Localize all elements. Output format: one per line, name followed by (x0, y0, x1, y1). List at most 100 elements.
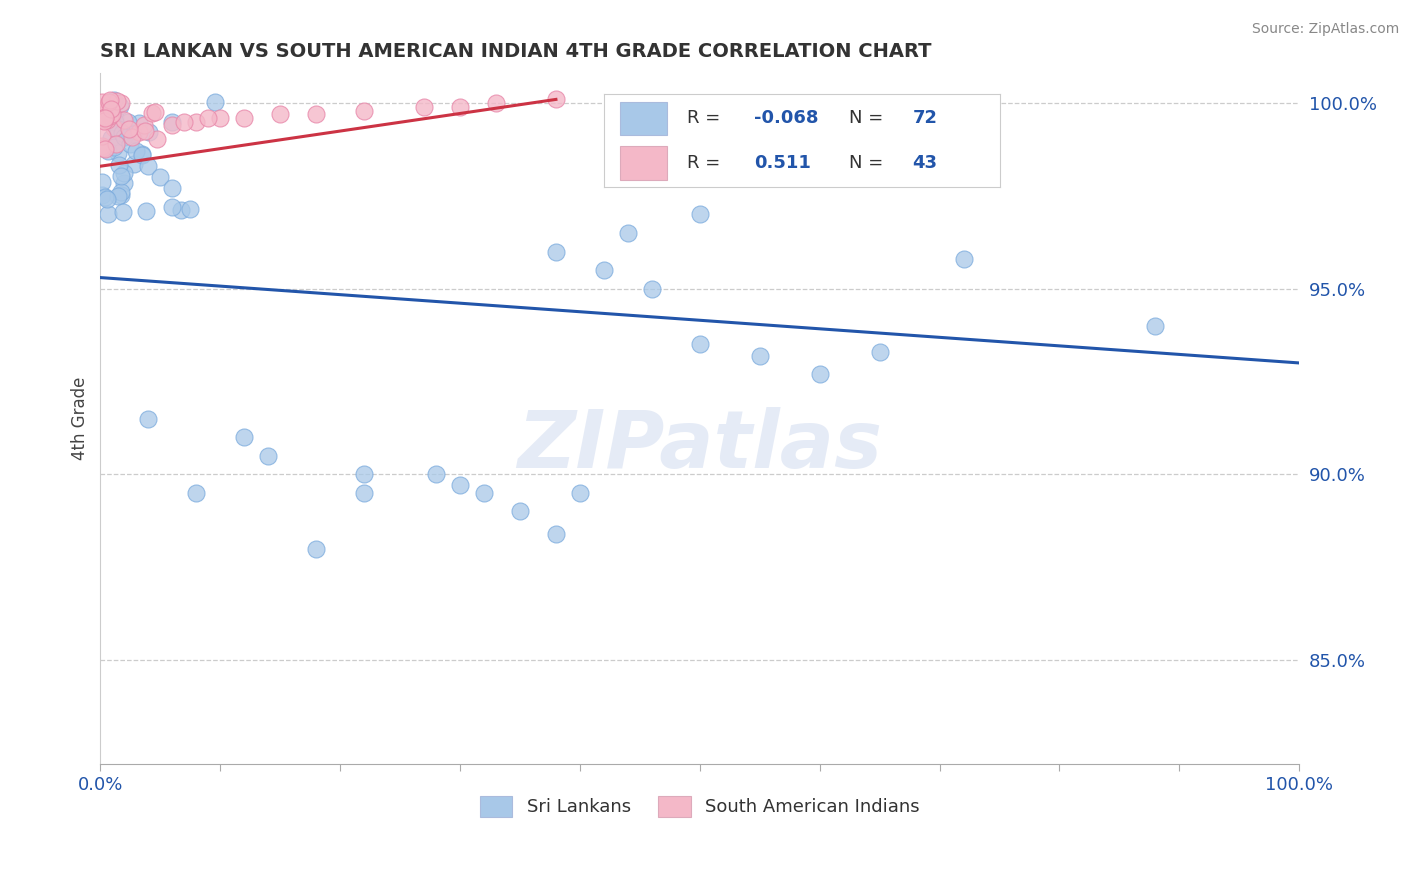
Point (141, 105, 163, 120)
Point (96, 145, 118, 159)
Point (91, 106, 114, 120)
Point (149, 170, 172, 185)
Point (110, 96, 132, 111)
Point (162, 181, 184, 195)
Point (449, 100, 471, 114)
Point (179, 202, 201, 217)
Legend: Sri Lankans, South American Indians: Sri Lankans, South American Indians (472, 789, 927, 824)
Point (111, 126, 134, 140)
Text: Source: ZipAtlas.com: Source: ZipAtlas.com (1251, 22, 1399, 37)
Point (233, 430, 256, 444)
Point (108, 158, 131, 172)
Point (103, 93, 125, 107)
Point (90, 138, 112, 153)
Point (125, 145, 148, 159)
Point (748, 349, 770, 363)
Point (689, 337, 711, 351)
Point (96, 105, 118, 120)
Point (101, 111, 124, 125)
Point (472, 486, 495, 500)
Point (107, 122, 129, 136)
Point (305, 107, 328, 121)
Point (124, 156, 146, 170)
Point (91, 188, 114, 202)
Point (131, 148, 153, 162)
Point (104, 114, 127, 128)
Point (98, 107, 121, 121)
Point (353, 467, 375, 482)
Point (544, 244, 567, 259)
Point (617, 226, 640, 240)
Point (122, 128, 145, 142)
Point (118, 122, 141, 136)
Point (117, 114, 139, 128)
Point (449, 478, 471, 492)
Point (138, 125, 160, 139)
Point (233, 111, 256, 125)
Point (112, 129, 135, 144)
Point (134, 124, 156, 138)
Point (162, 119, 184, 133)
Point (112, 176, 135, 190)
Point (269, 107, 291, 121)
Point (101, 107, 124, 121)
Point (100, 131, 122, 145)
Point (135, 203, 157, 218)
Point (110, 188, 132, 202)
Point (112, 166, 135, 180)
Point (105, 136, 128, 151)
Point (353, 103, 375, 118)
Point (90, 111, 112, 125)
Point (544, 92, 567, 106)
Point (808, 367, 831, 381)
Point (143, 104, 166, 119)
Point (98, 93, 121, 107)
Point (1144, 318, 1167, 333)
Point (641, 282, 664, 296)
Point (94, 142, 117, 156)
Point (103, 120, 125, 135)
Point (104, 110, 127, 124)
Point (120, 136, 142, 151)
Point (197, 111, 219, 125)
Point (592, 263, 614, 277)
Point (485, 96, 508, 111)
Point (90, 175, 112, 189)
Point (93, 113, 115, 128)
Point (544, 526, 567, 541)
Point (96, 113, 118, 128)
Point (103, 139, 125, 153)
Point (96, 192, 118, 206)
Point (204, 95, 226, 110)
Point (162, 114, 184, 128)
Point (94, 112, 117, 126)
Point (353, 486, 375, 500)
Point (132, 118, 155, 132)
Point (105, 94, 128, 108)
Point (96, 101, 118, 115)
Point (136, 159, 159, 173)
Point (952, 252, 974, 266)
Point (160, 200, 183, 214)
Point (108, 99, 131, 113)
Point (509, 504, 531, 518)
Y-axis label: 4th Grade: 4th Grade (72, 377, 89, 460)
Point (110, 185, 132, 199)
Point (110, 169, 132, 184)
Point (136, 411, 159, 425)
Point (186, 486, 208, 500)
Point (90, 95, 112, 110)
Point (97, 206, 120, 220)
Point (98, 110, 121, 124)
Point (93, 190, 115, 204)
Point (111, 204, 134, 219)
Point (689, 207, 711, 221)
Point (305, 541, 328, 556)
Point (209, 111, 232, 125)
Point (186, 114, 208, 128)
Point (869, 344, 891, 359)
Point (91, 141, 114, 155)
Point (114, 113, 136, 128)
Point (128, 116, 150, 130)
Point (96, 103, 118, 118)
